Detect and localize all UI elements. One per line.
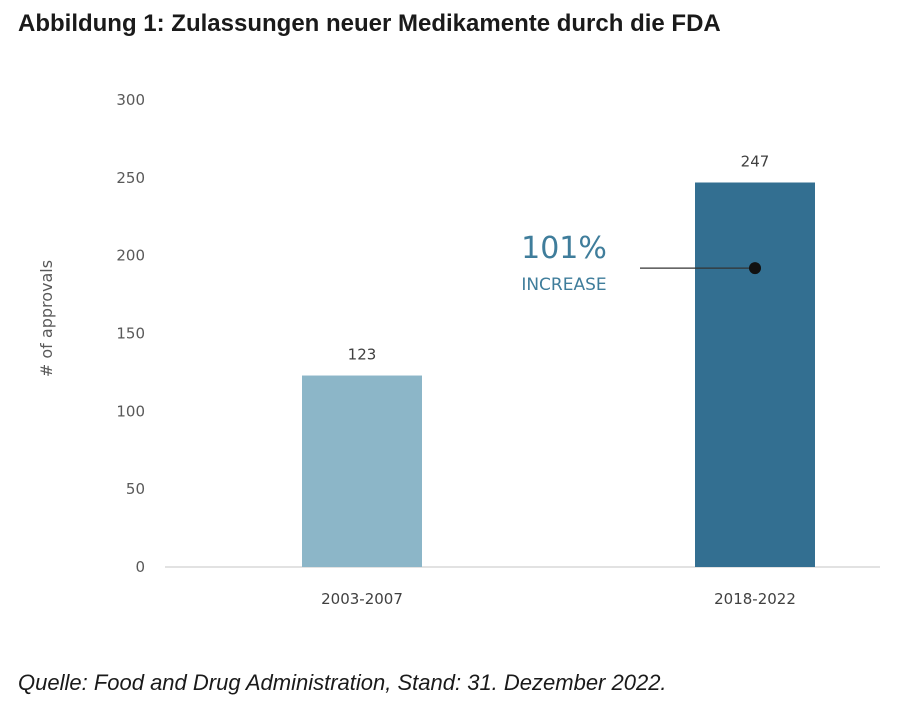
category-label: 2003-2007: [321, 590, 403, 608]
y-tick-label: 0: [135, 558, 145, 576]
y-tick-label: 100: [116, 402, 145, 420]
y-tick-label: 200: [116, 247, 145, 265]
category-label: 2018-2022: [714, 590, 796, 608]
y-tick-label: 150: [116, 325, 145, 343]
category-labels: 2003-2007 2018-2022: [321, 590, 796, 608]
chart-title: Abbildung 1: Zulassungen neuer Medikamen…: [18, 10, 721, 37]
annotation-label: INCREASE: [521, 275, 606, 295]
bar: [302, 375, 422, 567]
y-tick-label: 250: [116, 169, 145, 187]
bar-chart: 0 50 100 150 200 250 300 123 247 2003-2007 2018-…: [37, 91, 880, 608]
data-labels: 123 247: [348, 153, 770, 364]
bars: [302, 182, 815, 567]
bar: [695, 182, 815, 567]
y-tick-label: 300: [116, 91, 145, 109]
bar-value-label: 247: [741, 153, 770, 171]
y-axis-title: # of approvals: [37, 260, 56, 377]
y-axis-ticks: 0 50 100 150 200 250 300: [116, 91, 145, 576]
source-note: Quelle: Food and Drug Administration, St…: [18, 670, 667, 695]
annotation-marker: [749, 262, 761, 275]
bar-value-label: 123: [348, 346, 377, 364]
annotation-percent: 101%: [521, 231, 607, 266]
y-tick-label: 50: [126, 480, 145, 498]
